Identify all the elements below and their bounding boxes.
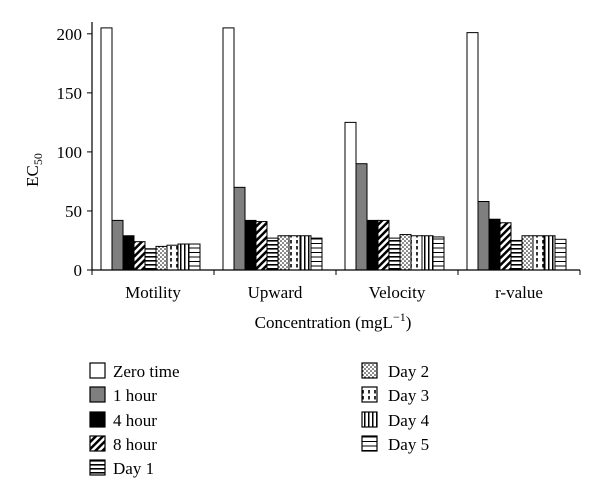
legend-swatch [361,435,378,452]
bar-motility-day-4 [177,243,190,271]
legend-swatch [361,362,378,379]
legend-swatch [361,386,378,403]
bar-r-value-day-1 [510,239,523,271]
legend-swatch [89,362,106,379]
y-tick-label: 50 [65,202,82,221]
bar-velocity-day-1 [388,237,401,271]
bar-motility-4-hour [122,235,135,271]
legend-swatch [89,386,106,403]
y-tick-label: 200 [57,25,83,44]
legend-swatch [89,459,106,476]
bar-motility-zero-time [100,27,113,271]
bar-r-value-day-2 [521,235,534,271]
bar-r-value-day-5 [554,238,567,271]
legend-swatch [89,411,106,428]
bar-upward-day-3 [288,235,301,271]
y-tick-label: 100 [57,143,83,162]
bar-upward-zero-time [222,27,235,271]
bar-velocity-4-hour [366,219,379,271]
bar-upward-day-5 [310,237,323,271]
bar-r-value-4-hour [488,218,501,271]
bar-velocity-day-5 [432,236,445,271]
legend-label: Day 2 [388,362,429,381]
bar-upward-day-2 [277,235,290,271]
category-label: Velocity [369,283,426,302]
bar-motility-day-5 [188,243,201,271]
legend-swatch [361,411,378,428]
bar-r-value-8-hour [499,222,512,271]
legend-label: Zero time [113,362,180,381]
y-tick-label: 150 [57,84,83,103]
bar-upward-1-hour [233,186,246,271]
bar-motility-day-3 [166,244,179,271]
y-tick-label: 0 [74,261,83,280]
bar-upward-day-1 [266,237,279,271]
bar-velocity-day-3 [410,235,423,271]
bar-upward-8-hour [255,221,268,271]
bar-r-value-day-3 [532,235,545,271]
bar-upward-day-4 [299,235,312,271]
y-axis-ticks: 0 50 100 150 200 [57,25,92,280]
bar-r-value-zero-time [466,32,479,271]
legend-label: Day 5 [388,435,429,454]
legend-label: Day 3 [388,386,429,405]
legend-label: Day 4 [388,411,430,430]
category-label: Upward [248,283,303,302]
plot-area [91,22,581,275]
x-axis-categories: Motility Upward Velocity r-value [125,283,543,302]
bar-motility-day-1 [144,248,157,271]
bar-r-value-day-4 [543,235,556,271]
category-label: r-value [495,283,543,302]
bar-velocity-zero-time [344,121,357,271]
bar-velocity-8-hour [377,219,390,271]
bar-motility-1-hour [111,219,124,271]
legend-label: 8 hour [113,435,157,454]
bar-velocity-day-4 [421,235,434,271]
bar-velocity-day-2 [399,234,412,271]
bar-r-value-1-hour [477,201,490,271]
legend-label: 4 hour [113,411,157,430]
x-axis-title: Concentration (mgL−1) [255,310,412,332]
legend: Zero time 1 hour 4 hour 8 hour Day 1 Day 2 Day… [89,362,430,478]
bar-motility-day-2 [155,245,168,271]
legend-label: Day 1 [113,459,154,478]
category-label: Motility [125,283,181,302]
y-axis-title: EC50 [23,153,45,187]
legend-label: 1 hour [113,386,157,405]
bar-motility-8-hour [133,241,146,271]
bar-upward-4-hour [244,219,257,271]
legend-swatch [89,435,106,452]
bar-velocity-1-hour [355,163,368,271]
